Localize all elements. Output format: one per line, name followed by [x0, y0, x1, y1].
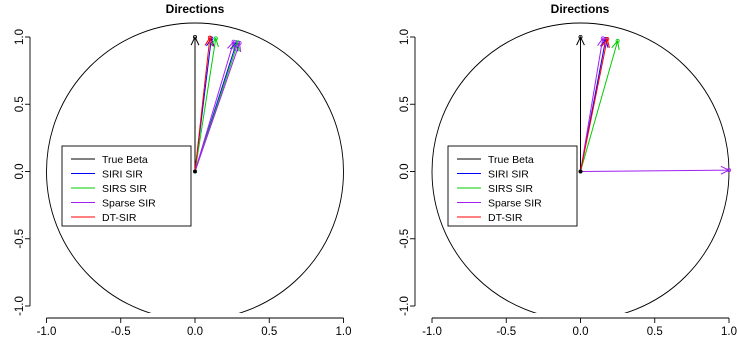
- chart-title: Directions: [166, 2, 225, 16]
- y-tick-label: 0.5: [14, 96, 26, 112]
- y-tick-label: -0.5: [399, 229, 411, 249]
- unit-circle: [46, 22, 344, 313]
- x-tick-label: -0.5: [111, 326, 131, 338]
- legend-entry: Sparse SIR: [488, 198, 542, 210]
- legend-entry: True Beta: [102, 154, 148, 166]
- y-tick-label: -0.5: [14, 229, 26, 249]
- left-directions-plot: Directions -1.0 -0.5 0.0 0.5 1.0 -1.0 -0.5 0.0 0.…: [14, 2, 351, 338]
- direction-arrow-sparse-sir: [194, 41, 242, 172]
- x-tick-label: 0.0: [187, 326, 203, 338]
- chart-title: Directions: [551, 2, 610, 16]
- y-tick-label: 1.0: [399, 29, 411, 45]
- y-tick-label: 0.0: [14, 164, 26, 180]
- legend-entry: SIRS SIR: [102, 183, 147, 195]
- y-tick-label: -1.0: [399, 296, 411, 316]
- legend: True Beta SIRI SIR SIRS SIR Sparse SIR DT-SI…: [447, 145, 578, 227]
- legend-entry: SIRI SIR: [488, 169, 529, 181]
- x-axis: -1.0 -0.5 0.0 0.5 1.0: [422, 317, 737, 338]
- x-tick-label: -0.5: [496, 326, 516, 338]
- legend-entry: DT-SIR: [488, 212, 523, 224]
- direction-arrow-sparse-sir: [580, 36, 606, 172]
- x-tick-label: 1.0: [721, 326, 737, 338]
- origin-point: [578, 169, 583, 174]
- right-directions-plot: Directions -1.0 -0.5 0.0 0.5 1.0 -1.0 -0.5 0.0 0.…: [399, 2, 737, 338]
- x-tick-label: -1.0: [37, 326, 57, 338]
- x-tick-label: 0.5: [647, 326, 663, 338]
- direction-arrow-sparse-sir: [194, 39, 236, 172]
- direction-arrow-sparse-sir: [580, 165, 732, 175]
- direction-arrow-dt-sir: [580, 37, 610, 172]
- direction-arrow-sirs-sir: [194, 36, 219, 172]
- x-tick-label: -1.0: [422, 326, 442, 338]
- y-tick-label: 0.0: [399, 164, 411, 180]
- legend-entry: DT-SIR: [102, 212, 137, 224]
- x-axis: -1.0 -0.5 0.0 0.5 1.0: [37, 317, 352, 338]
- direction-arrow-true-beta: [190, 35, 200, 172]
- x-tick-label: 1.0: [336, 326, 352, 338]
- legend-entry: SIRI SIR: [102, 169, 143, 181]
- x-tick-label: 0.0: [573, 326, 589, 338]
- y-axis: -1.0 -0.5 0.0 0.5 1.0: [14, 29, 31, 316]
- origin-point: [193, 169, 197, 174]
- y-tick-label: 1.0: [14, 29, 26, 45]
- y-axis: -1.0 -0.5 0.0 0.5 1.0: [399, 29, 416, 316]
- y-tick-label: -1.0: [14, 296, 26, 316]
- y-tick-label: 0.5: [399, 96, 411, 112]
- direction-arrow-sirs-sir: [580, 39, 620, 172]
- legend-entry: SIRS SIR: [488, 183, 533, 195]
- x-tick-label: 0.5: [261, 326, 277, 338]
- direction-arrow-true-beta: [576, 35, 585, 172]
- legend: True Beta SIRI SIR SIRS SIR Sparse SIR DT-SI…: [61, 145, 192, 227]
- legend-entry: True Beta: [488, 154, 534, 166]
- direction-arrow-dt-sir: [194, 35, 214, 172]
- legend-entry: Sparse SIR: [102, 198, 156, 210]
